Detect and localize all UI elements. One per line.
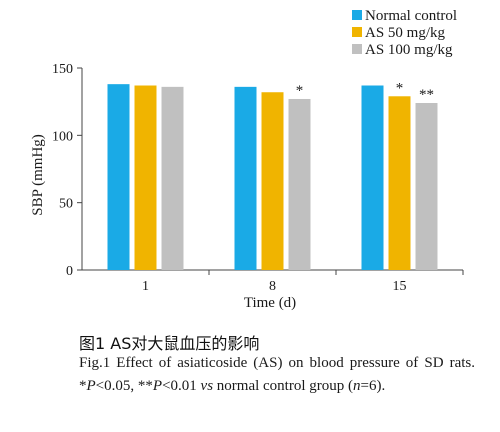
figure-caption-english: Fig.1 Effect of asiaticoside (AS) on blo… <box>79 352 475 398</box>
x-tick-label: 15 <box>393 279 407 294</box>
x-tick-label: 8 <box>269 279 276 294</box>
caption-prefix: Fig.1 Effect of asiaticoside (AS) on blo… <box>79 355 475 394</box>
caption-suffix: =6). <box>360 378 386 394</box>
legend-swatch <box>352 27 362 37</box>
legend-swatch <box>352 44 362 54</box>
significance-marker: * <box>396 80 404 96</box>
bar <box>415 103 438 270</box>
legend-swatch <box>352 10 362 20</box>
x-tick-label: 1 <box>142 279 149 294</box>
y-tick-label: 150 <box>52 62 73 77</box>
bar <box>134 85 157 270</box>
bar <box>388 96 411 270</box>
bar <box>288 98 311 271</box>
significance-marker: ** <box>419 87 434 103</box>
y-tick-label: 100 <box>52 129 73 144</box>
y-tick-label: 50 <box>59 197 73 212</box>
legend-label: AS 100 mg/kg <box>365 42 453 58</box>
caption-group: normal control group ( <box>213 378 353 394</box>
y-axis-label: SBP (mmHg) <box>30 134 46 216</box>
bar <box>361 85 384 270</box>
y-tick-label: 0 <box>66 264 73 279</box>
caption-vs: vs <box>200 378 214 394</box>
caption-p-symbol: P <box>152 378 163 394</box>
bar <box>161 86 184 270</box>
caption-n-symbol: n <box>353 378 361 394</box>
legend-label: Normal control <box>365 8 457 24</box>
significance-marker: * <box>296 83 304 99</box>
x-axis-label: Time (d) <box>244 295 296 311</box>
legend-label: AS 50 mg/kg <box>365 25 446 41</box>
bars: ** ** <box>107 80 438 271</box>
bar <box>107 84 130 270</box>
bar <box>261 92 284 271</box>
figure-caption-chinese: 图1 AS对大鼠血压的影响 <box>79 334 260 353</box>
caption-p-threshold-1: <0.05, ** <box>95 378 153 394</box>
caption-p-symbol: P <box>86 378 96 394</box>
caption-p-threshold-2: <0.01 <box>162 378 201 394</box>
bar <box>234 86 257 270</box>
